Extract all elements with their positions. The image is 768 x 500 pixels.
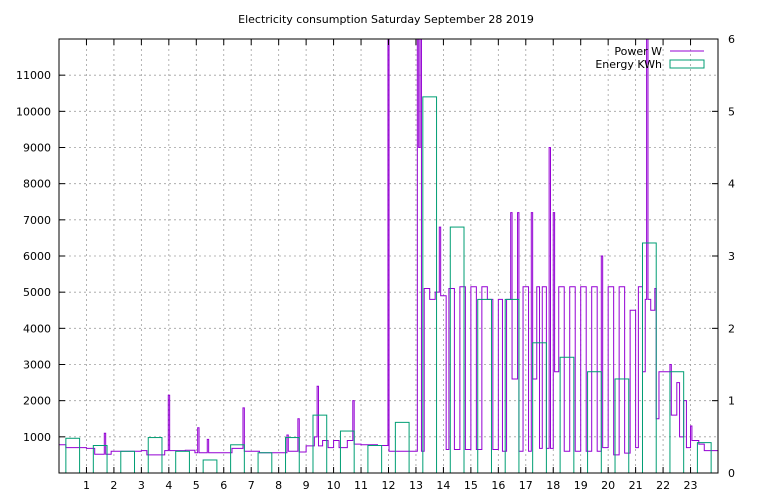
axes: 1 2 3 4 5 6 7 8 9 10 11 12 13 14 15 16 17 18 19 20 21 22 23100… <box>16 33 735 492</box>
x-tick-label: 4 <box>165 479 172 492</box>
energy-bar <box>257 452 273 474</box>
energy-bar <box>120 450 136 474</box>
energy-bar <box>175 450 190 474</box>
x-tick-label: 11 <box>354 479 368 492</box>
energy-bar <box>641 242 657 474</box>
y-tick-label: 6000 <box>23 250 51 263</box>
y2-tick-label: 4 <box>728 178 735 191</box>
y2-tick-label: 3 <box>728 250 735 263</box>
legend-label: Energy KWh <box>595 58 662 71</box>
x-tick-label: 19 <box>574 479 588 492</box>
x-tick-label: 9 <box>303 479 310 492</box>
energy-bar <box>394 421 410 474</box>
y-tick-label: 10000 <box>16 105 51 118</box>
x-tick-label: 8 <box>275 479 282 492</box>
energy-bar <box>559 356 575 474</box>
energy-bar <box>477 298 492 474</box>
x-tick-label: 15 <box>464 479 478 492</box>
energy-bar <box>367 445 383 474</box>
x-tick-label: 17 <box>519 479 533 492</box>
y-tick-label: 5000 <box>23 286 51 299</box>
power-line <box>59 38 718 456</box>
x-tick-label: 2 <box>110 479 117 492</box>
y2-tick-label: 5 <box>728 105 735 118</box>
y-tick-label: 11000 <box>16 69 51 82</box>
x-tick-label: 10 <box>327 479 341 492</box>
x-tick-label: 20 <box>601 479 615 492</box>
energy-bar <box>449 226 465 474</box>
x-tick-label: 7 <box>248 479 255 492</box>
energy-bar <box>230 444 245 474</box>
y-tick-label: 4000 <box>23 322 51 335</box>
x-tick-label: 18 <box>546 479 560 492</box>
energy-bar <box>614 378 630 474</box>
energy-bar <box>312 414 328 474</box>
y2-tick-label: 2 <box>728 322 735 335</box>
y-tick-label: 9000 <box>23 142 51 155</box>
y-tick-label: 3000 <box>23 359 51 372</box>
x-tick-label: 23 <box>684 479 698 492</box>
x-tick-label: 12 <box>382 479 396 492</box>
y-tick-label: 8000 <box>23 178 51 191</box>
y-tick-label: 7000 <box>23 214 51 227</box>
x-tick-label: 1 <box>83 479 90 492</box>
energy-bar <box>202 459 218 474</box>
x-tick-label: 22 <box>656 479 670 492</box>
energy-bar <box>587 371 602 474</box>
energy-bar <box>285 437 300 474</box>
x-tick-label: 3 <box>138 479 145 492</box>
legend-swatch-energy <box>669 59 705 69</box>
x-tick-label: 5 <box>193 479 200 492</box>
chart-title: Electricity consumption Saturday Septemb… <box>238 13 534 26</box>
x-tick-label: 6 <box>220 479 227 492</box>
energy-bar <box>339 430 355 474</box>
y-tick-label: 1000 <box>23 431 51 444</box>
energy-bar <box>92 445 108 474</box>
x-tick-label: 21 <box>629 479 643 492</box>
x-tick-label: 13 <box>409 479 423 492</box>
x-tick-label: 14 <box>436 479 450 492</box>
x-tick-label: 16 <box>491 479 505 492</box>
energy-bar <box>422 96 438 474</box>
y2-tick-label: 1 <box>728 395 735 408</box>
legend-label: Power W <box>614 45 662 58</box>
y-tick-label: 2000 <box>23 395 51 408</box>
y2-tick-label: 0 <box>728 467 735 480</box>
energy-bar <box>65 437 81 474</box>
y2-tick-label: 6 <box>728 33 735 46</box>
